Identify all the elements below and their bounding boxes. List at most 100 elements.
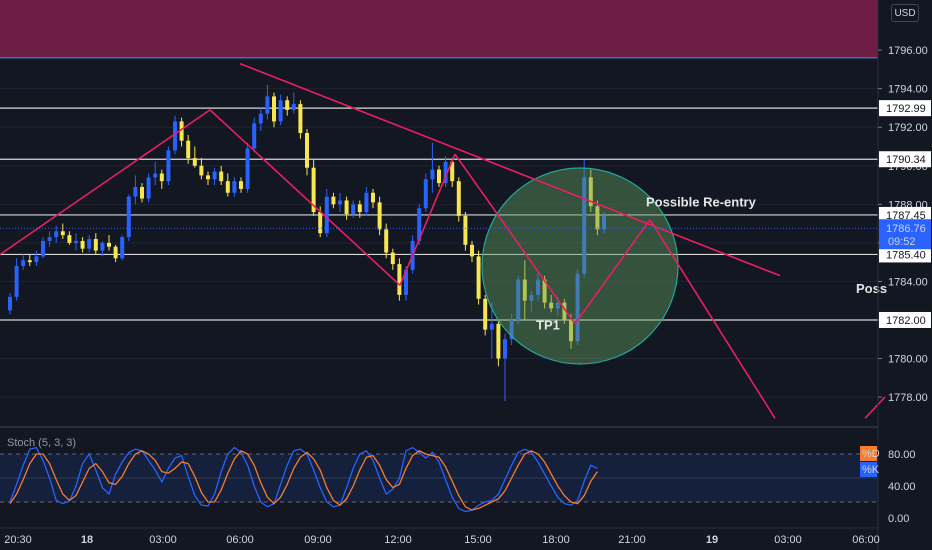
trendlines	[0, 62, 886, 419]
stoch-tick-label: 0.00	[888, 513, 909, 525]
time-tick-label: 03:00	[774, 534, 802, 546]
candle-body	[27, 260, 32, 263]
stoch-tick-label: 40.00	[888, 481, 916, 493]
candle-body	[100, 242, 105, 251]
time-tick-label: 09:00	[304, 534, 332, 546]
candle-body	[272, 96, 276, 122]
price-tick-label: 1778.00	[888, 392, 928, 404]
price-tick-label: 1784.00	[888, 276, 928, 288]
candle-body	[153, 173, 158, 178]
trendline	[454, 153, 576, 325]
candle-body	[206, 175, 210, 180]
stoch-d-line	[9, 449, 598, 511]
candle-body	[140, 186, 144, 199]
time-tick-label: 18:00	[542, 534, 570, 546]
time-tick-label: 03:00	[149, 534, 177, 546]
candle-body	[483, 298, 488, 330]
currency-button[interactable]: USD	[891, 4, 919, 22]
stoch-k-line	[9, 446, 598, 513]
candle-body	[470, 244, 474, 257]
candle-body	[67, 235, 72, 243]
candle-body	[417, 208, 422, 241]
level-tag-bg	[879, 206, 931, 223]
level-tag-label: 1792.99	[886, 103, 926, 115]
candle-body	[318, 212, 323, 234]
possible-cut-label: Poss	[856, 281, 887, 296]
level-tag-label: 1785.40	[886, 249, 926, 261]
level-price-tags: 1792.99 1790.34 1787.45 1785.40 1782.00	[879, 100, 931, 328]
candle-body	[536, 279, 540, 295]
candle-body	[265, 96, 270, 114]
level-tag-bg	[879, 246, 931, 263]
candle-body	[575, 273, 580, 342]
candle-body	[192, 158, 197, 166]
price-tick-label: 1794.00	[888, 84, 928, 96]
candle-body	[344, 200, 349, 214]
candle-body	[562, 302, 567, 320]
candle-body	[437, 169, 441, 184]
stoch-legend-tags: %D %K	[860, 446, 880, 477]
candle-body	[384, 229, 389, 253]
candle-body	[21, 260, 26, 267]
trendline	[0, 109, 211, 256]
candle-body	[311, 167, 316, 213]
time-tick-label: 19	[706, 534, 718, 546]
candle-body	[93, 239, 98, 251]
level-tag-label: 1782.00	[886, 315, 926, 327]
candle-body	[377, 202, 382, 230]
candle-body	[404, 269, 408, 295]
candle-body	[166, 150, 171, 182]
trendline	[239, 62, 781, 277]
d-tag-bg	[860, 446, 877, 461]
time-tick-label: 06:00	[226, 534, 254, 546]
candle-body	[496, 323, 501, 359]
candle-body	[219, 171, 224, 182]
trendline	[399, 153, 456, 286]
candle-body	[463, 215, 468, 245]
time-axis[interactable]: 20:30 18 03:00 06:00 09:00 12:00 15:00 18:00 21:…	[0, 527, 880, 546]
time-tick-label: 21:00	[618, 534, 646, 546]
k-tag-bg	[860, 462, 877, 477]
candle-body	[225, 181, 230, 193]
level-tag-bg	[879, 311, 931, 328]
trendline	[574, 219, 651, 325]
candle-body	[390, 252, 395, 265]
current-price-tag-bg	[879, 219, 931, 250]
candle-body	[298, 104, 303, 134]
candle-body	[443, 161, 448, 184]
candle-body	[430, 169, 435, 180]
candle-body	[516, 279, 521, 320]
candle-body	[503, 339, 507, 359]
candle-body	[8, 296, 12, 311]
candle-body	[331, 196, 336, 205]
candle-body	[159, 173, 164, 182]
candle-body	[291, 104, 296, 110]
level-tag-bg	[879, 151, 931, 168]
candle-body	[305, 133, 309, 168]
candle-body	[245, 148, 250, 189]
candle-body	[54, 231, 59, 238]
candle-body	[41, 240, 45, 257]
candle-body	[555, 302, 560, 309]
candle-body	[549, 302, 554, 309]
candle-body	[456, 181, 461, 216]
time-tick-label: 15:00	[464, 534, 492, 546]
candle-body	[173, 121, 177, 151]
candle-body	[47, 237, 52, 241]
candle-body	[14, 266, 19, 297]
price-tick-label: 1780.00	[888, 354, 928, 366]
d-tag-label: %D	[862, 448, 880, 460]
resistance-zone	[0, 0, 878, 58]
possible-reentry-label: Possible Re-entry	[646, 194, 757, 209]
candle-body	[364, 192, 369, 213]
candle-body	[258, 113, 263, 124]
candle-body	[252, 123, 257, 149]
level-tag-label: 1790.34	[886, 154, 926, 166]
price-tick-label: 1792.00	[888, 122, 928, 134]
time-tick-label: 20:30	[4, 534, 32, 546]
candle-body	[120, 237, 125, 259]
candle-body	[423, 179, 428, 209]
candle-body	[74, 240, 78, 243]
candle-body	[285, 100, 290, 110]
